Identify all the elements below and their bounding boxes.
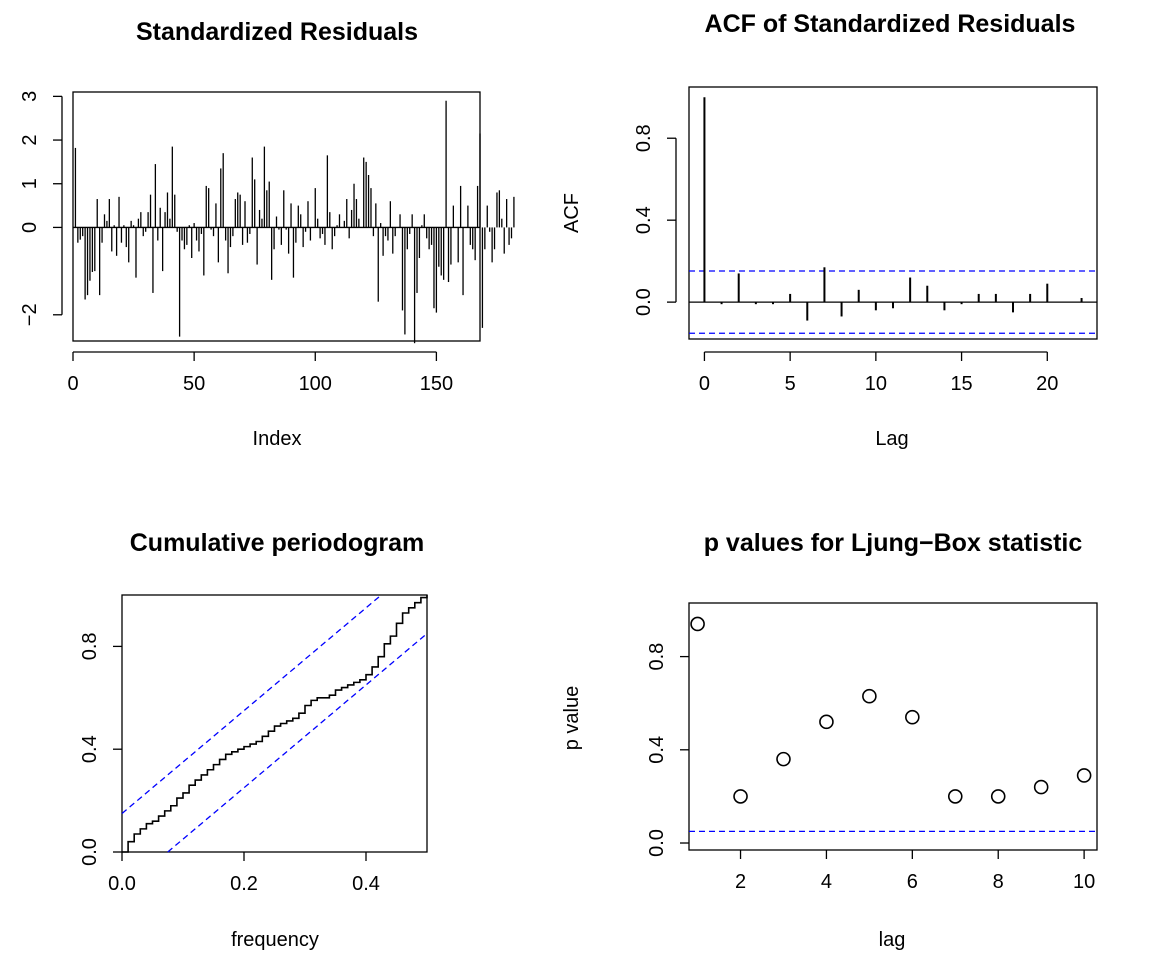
y-tick-label: −2 — [19, 303, 41, 326]
y-tick-label: 0.0 — [79, 838, 101, 866]
x-tick-label: 8 — [993, 871, 1004, 893]
y-tick-label: 0 — [19, 222, 41, 233]
p-value-point — [905, 709, 920, 725]
y-tick-label: 0.8 — [79, 632, 101, 660]
x-axis: 0 50 100 150 — [67, 351, 453, 395]
plot-frame — [688, 86, 1098, 340]
p-value-point — [862, 688, 877, 704]
y-tick-label: 3 — [19, 91, 41, 102]
x-axis: 2 4 6 8 10 — [735, 850, 1095, 893]
periodogram-marks — [121, 594, 428, 853]
x-tick-label: 150 — [420, 373, 453, 395]
x-tick-label: 0.2 — [230, 873, 258, 895]
p-value-point — [990, 789, 1006, 804]
p-value-point — [1076, 768, 1092, 783]
chart-title: ACF of Standardized Residuals — [705, 10, 1076, 38]
y-axis: 0.0 0.4 0.8 — [633, 124, 677, 316]
plot-frame — [121, 594, 428, 853]
p-value-point — [947, 789, 963, 804]
y-tick-label: 0.0 — [646, 829, 668, 857]
p-value-points — [689, 616, 1097, 833]
residual-bars — [73, 100, 515, 344]
p-value-point — [1033, 779, 1049, 795]
confidence-band-line — [121, 594, 382, 814]
x-axis: 0.0 0.2 0.4 — [108, 852, 380, 895]
chart-title: Standardized Residuals — [136, 18, 418, 46]
p-value-point — [733, 789, 748, 804]
y-tick-label: 0.4 — [79, 735, 101, 763]
y-axis-label: ACF — [561, 193, 583, 233]
y-tick-label: 0.4 — [646, 736, 668, 764]
y-tick-label: 0.8 — [646, 643, 668, 671]
x-tick-label: 20 — [1036, 373, 1058, 395]
x-tick-label: 100 — [299, 373, 332, 395]
chart-title: p values for Ljung−Box statistic — [704, 529, 1083, 557]
x-tick-label: 50 — [183, 373, 205, 395]
confidence-band-line — [167, 633, 428, 853]
plot-frame — [688, 602, 1098, 851]
cumulative-periodogram-line — [122, 595, 428, 853]
x-axis-label: Lag — [875, 428, 908, 450]
y-axis: −2 0 1 2 3 — [19, 91, 63, 326]
panel-standardized-residuals: Standardized Residuals 0 50 100 150 −20123 … — [19, 18, 515, 450]
acf-bars — [689, 97, 1097, 334]
x-axis-label: Index — [253, 428, 302, 450]
y-tick-label: 0.8 — [633, 124, 655, 152]
x-tick-label: 0.0 — [108, 873, 136, 895]
y-axis-label: p value — [561, 686, 583, 751]
x-axis: 0 5 10 15 20 — [699, 351, 1058, 395]
y-tick-label: 1 — [19, 178, 41, 189]
x-tick-label: 5 — [785, 373, 796, 395]
x-tick-label: 6 — [907, 871, 918, 893]
x-tick-label: 15 — [950, 373, 972, 395]
p-value-point — [776, 751, 791, 767]
x-tick-label: 0 — [699, 373, 710, 395]
y-tick-label: 0.4 — [633, 206, 655, 234]
y-tick-label: 0.0 — [633, 288, 655, 316]
p-value-point — [690, 616, 705, 632]
panel-ljung-box: p values for Ljung−Box statistic 2 4 6 8 10 … — [561, 529, 1098, 951]
x-tick-label: 0 — [67, 373, 78, 395]
x-tick-label: 0.4 — [352, 873, 380, 895]
x-tick-label: 4 — [821, 871, 832, 893]
y-tick-label: 2 — [19, 134, 41, 145]
panel-acf: ACF of Standardized Residuals 0 5 10 15 20 0… — [561, 10, 1098, 450]
x-tick-label: 10 — [1073, 871, 1095, 893]
x-axis-label: frequency — [231, 929, 319, 951]
p-value-point — [819, 714, 834, 730]
x-axis-label: lag — [879, 929, 906, 951]
chart-title: Cumulative periodogram — [130, 529, 425, 557]
x-tick-label: 2 — [735, 871, 746, 893]
y-axis: 0.0 0.4 0.8 — [79, 632, 122, 866]
x-tick-label: 10 — [865, 373, 887, 395]
y-axis: 0.0 0.4 0.8 — [646, 643, 689, 857]
panel-cumulative-periodogram: Cumulative periodogram 0.0 0.2 0.4 0.00.40… — [79, 529, 428, 951]
